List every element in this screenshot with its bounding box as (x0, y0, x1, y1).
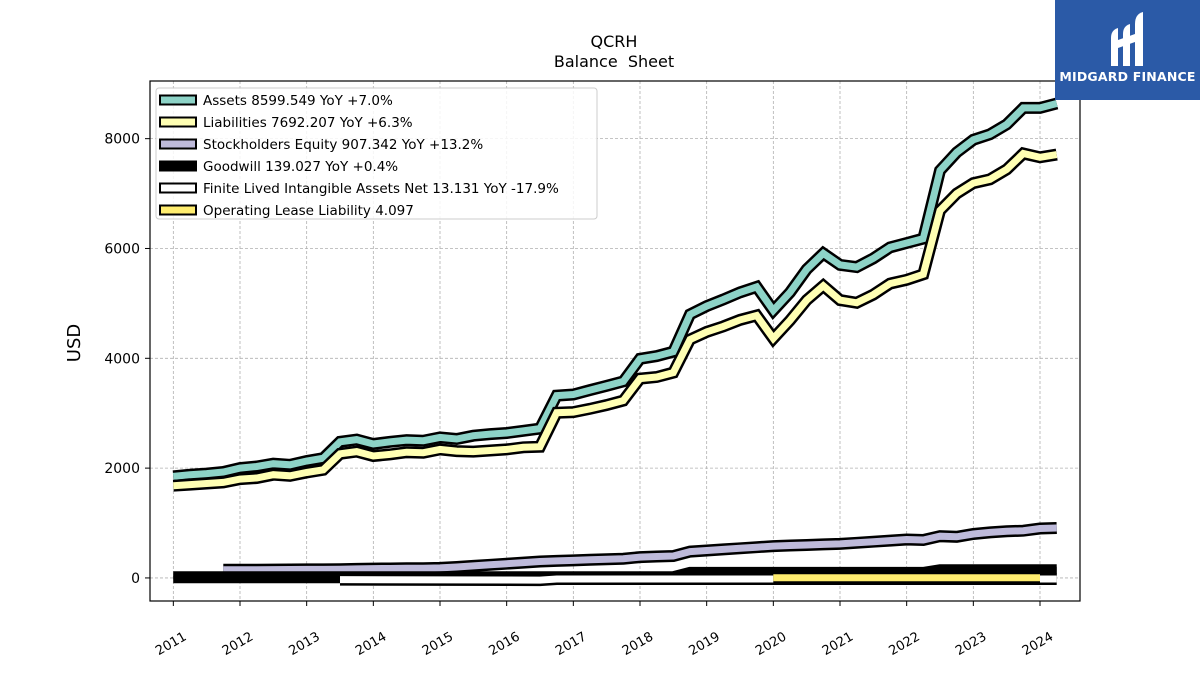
x-tick-label: 2016 (487, 629, 523, 659)
x-tick-label: 2011 (153, 629, 189, 659)
x-tick-label: 2019 (687, 629, 723, 659)
legend-label: Assets 8599.549 YoY +7.0% (203, 93, 393, 109)
x-tick-label: 2014 (353, 629, 389, 659)
legend-box (155, 87, 598, 220)
series-0 (172, 97, 1059, 483)
series-layer (172, 97, 1059, 587)
y-tick-label: 2000 (104, 461, 140, 477)
x-tick-label: 2022 (887, 629, 923, 659)
x-tick-label: 2024 (1020, 629, 1056, 659)
x-tick-label: 2018 (620, 629, 656, 659)
legend-swatch (159, 116, 197, 128)
legend-label: Stockholders Equity 907.342 YoY +13.2% (203, 137, 483, 153)
y-tick-label: 0 (131, 571, 140, 587)
legend-label: Liabilities 7692.207 YoY +6.3% (203, 115, 413, 131)
x-tick-label: 2023 (953, 629, 989, 659)
x-tick-label: 2013 (287, 629, 323, 659)
legend-swatch (159, 182, 197, 194)
series-3 (173, 564, 1057, 584)
x-tick-label: 2012 (220, 629, 256, 659)
x-tick-label: 2020 (753, 629, 789, 659)
y-tick-label: 8000 (104, 132, 140, 148)
legend-swatch (159, 204, 197, 216)
legend-swatch (159, 138, 197, 150)
chart-subtitle: Balance Sheet (554, 52, 674, 71)
legend-label: Operating Lease Liability 4.097 (203, 203, 414, 219)
y-axis-label: USD (64, 324, 85, 362)
series-line (172, 100, 1058, 480)
legend-swatch (159, 94, 197, 106)
legend-label: Finite Lived Intangible Assets Net 13.13… (203, 181, 559, 197)
x-tick-label: 2017 (553, 629, 589, 659)
series-line (223, 524, 1057, 574)
series-line (173, 566, 1057, 581)
logo-text: MIDGARD FINANCE (1059, 69, 1196, 84)
legend: Assets 8599.549 YoY +7.0% Liabilities 769… (155, 87, 598, 220)
logo-mark-icon (1111, 12, 1143, 66)
series-line (173, 149, 1058, 490)
legend-label: Goodwill 139.027 YoY +0.4% (203, 159, 398, 175)
x-tick-label: 2015 (420, 629, 456, 659)
midgard-finance-logo: MIDGARD FINANCE (1055, 0, 1200, 100)
legend-swatch (159, 160, 197, 172)
plot-frame (149, 80, 1081, 602)
y-tick-label: 6000 (104, 241, 140, 257)
chart-title: QCRH (591, 32, 638, 51)
y-tick-label: 4000 (104, 351, 140, 367)
x-tick-label: 2021 (820, 629, 856, 659)
series-1 (172, 146, 1058, 492)
series-2 (223, 522, 1057, 576)
